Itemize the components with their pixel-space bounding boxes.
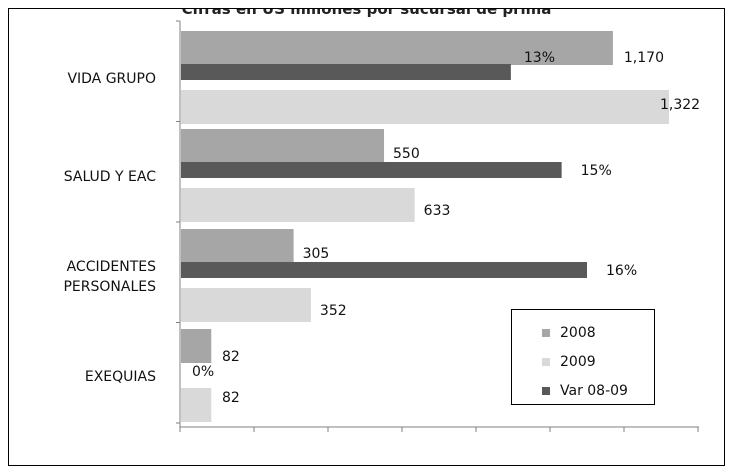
legend-swatch — [542, 329, 550, 337]
data-label-2009: 633 — [424, 203, 451, 219]
category-label: EXEQUIAS — [85, 369, 156, 385]
bar-var-08-09 — [181, 262, 587, 278]
chart-frame: Cifras en US millones por sucursal de pr… — [8, 8, 725, 466]
bar-2008 — [181, 329, 212, 363]
bar-2008 — [181, 129, 385, 163]
data-label-var-08-09: 13% — [524, 50, 555, 66]
category-label: VIDA GRUPO — [67, 71, 156, 87]
legend-item: 2008 — [542, 324, 596, 342]
legend-item: 2009 — [542, 353, 596, 371]
data-label-2008: 82 — [222, 349, 240, 365]
legend-item: Var 08-09 — [542, 382, 628, 400]
legend: 2008 2009 Var 08-09 — [511, 309, 655, 405]
legend-label: 2009 — [560, 354, 596, 370]
data-label-var-08-09: 0% — [192, 364, 214, 380]
data-label-2009: 352 — [320, 303, 347, 319]
category-label: ACCIDENTES — [67, 259, 157, 275]
data-label-2009: 82 — [222, 390, 240, 406]
legend-swatch — [542, 387, 550, 395]
bar-2009 — [181, 288, 311, 322]
bar-2008 — [181, 31, 613, 65]
legend-label: Var 08-09 — [560, 383, 628, 399]
legend-swatch — [542, 358, 550, 366]
bar-2009 — [181, 188, 415, 222]
data-label-var-08-09: 15% — [581, 163, 612, 179]
bar-var-08-09 — [181, 162, 562, 178]
data-label-2008: 305 — [303, 246, 330, 262]
category-label: PERSONALES — [63, 279, 156, 295]
bar-2009 — [181, 90, 669, 124]
bar-2009 — [181, 388, 212, 422]
chart-plot: 1,170 13% 1,322 VIDA GRUPO 550 15% 633 SALUD Y … — [63, 20, 700, 432]
bar-var-08-09 — [181, 64, 511, 80]
chart-title: Cifras en US millones por sucursal de pr… — [181, 8, 552, 18]
legend-label: 2008 — [560, 325, 596, 341]
data-label-2009: 1,322 — [660, 97, 700, 113]
data-label-2008: 1,170 — [624, 50, 664, 66]
data-label-2008: 550 — [393, 146, 420, 162]
data-label-var-08-09: 16% — [606, 263, 637, 279]
category-label: SALUD Y EAC — [64, 169, 156, 185]
bar-2008 — [181, 229, 294, 263]
